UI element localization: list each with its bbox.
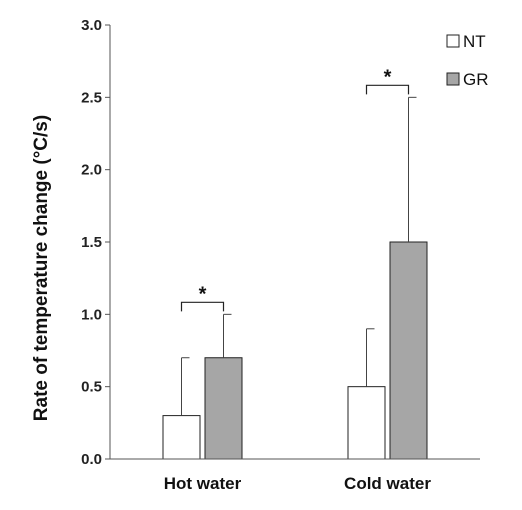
y-tick-label: 2.0 [81, 162, 102, 179]
y-tick-label: 0.0 [81, 451, 102, 468]
significance-bracket [365, 84, 410, 95]
x-category-label: Hot water [164, 474, 242, 493]
bars [162, 241, 428, 460]
y-tick-label: 3.0 [81, 17, 102, 34]
y-tick-label: 1.5 [81, 234, 102, 251]
x-axis-categories: Hot water Cold water [164, 474, 432, 493]
x-category-label: Cold water [344, 474, 431, 493]
bar-nt-cold-water [347, 386, 386, 460]
legend: NT GR [446, 32, 489, 89]
y-axis-ticks: 0.0 0.5 1.0 1.5 2.0 2.5 3.0 [81, 17, 110, 468]
error-bars [181, 96, 417, 416]
legend-label-gr: GR [463, 70, 489, 89]
bar-gr-cold-water [389, 241, 428, 460]
legend-swatch-gr [446, 72, 460, 86]
bar-nt-hot-water [162, 415, 201, 460]
significance-markers: ** [180, 66, 410, 312]
significance-star: * [199, 283, 207, 305]
legend-label-nt: NT [463, 32, 486, 51]
y-tick-label: 0.5 [81, 379, 102, 396]
y-axis-label: Rate of temperature change (°C/s) [31, 115, 52, 421]
y-tick-label: 1.0 [81, 306, 102, 323]
significance-star: * [384, 66, 392, 88]
y-tick-label: 2.5 [81, 89, 102, 106]
bar-gr-hot-water [204, 357, 243, 460]
legend-swatch-nt [446, 34, 460, 48]
significance-bracket [180, 301, 225, 312]
